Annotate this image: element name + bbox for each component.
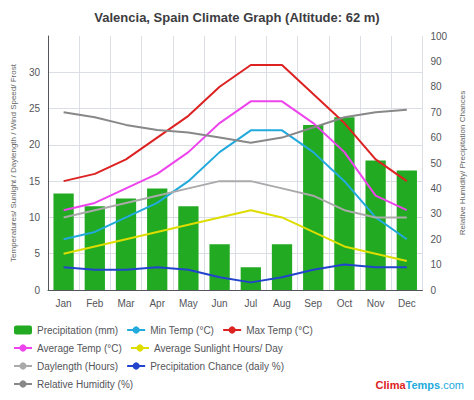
svg-text:30: 30: [430, 208, 442, 219]
svg-text:Min Temp (°C): Min Temp (°C): [150, 325, 214, 336]
svg-text:5: 5: [34, 248, 40, 259]
svg-text:Apr: Apr: [149, 298, 165, 309]
svg-text:Jun: Jun: [212, 298, 228, 309]
svg-text:Relative Humidity (%): Relative Humidity (%): [37, 379, 133, 390]
svg-text:80: 80: [430, 81, 442, 92]
svg-text:Clima: Clima: [376, 379, 407, 391]
svg-text:Mar: Mar: [117, 298, 135, 309]
svg-text:90: 90: [430, 56, 442, 67]
svg-text:Aug: Aug: [273, 298, 291, 309]
svg-text:Sep: Sep: [304, 298, 322, 309]
svg-text:40: 40: [430, 183, 442, 194]
svg-text:Average Sunlight Hours/ Day: Average Sunlight Hours/ Day: [154, 343, 283, 354]
svg-text:50: 50: [430, 158, 442, 169]
svg-text:0: 0: [430, 285, 436, 296]
svg-text:70: 70: [430, 107, 442, 118]
svg-text:20: 20: [29, 139, 41, 150]
svg-text:Valencia, Spain Climate Graph: Valencia, Spain Climate Graph (Altitude:…: [94, 10, 379, 25]
svg-text:20: 20: [430, 234, 442, 245]
svg-text:Max Temp (°C): Max Temp (°C): [246, 325, 313, 336]
svg-text:Jul: Jul: [244, 298, 257, 309]
svg-text:25: 25: [29, 103, 41, 114]
svg-text:.com: .com: [440, 379, 464, 391]
svg-text:30: 30: [29, 67, 41, 78]
svg-text:May: May: [179, 298, 198, 309]
svg-text:100: 100: [430, 31, 447, 42]
svg-text:Nov: Nov: [367, 298, 385, 309]
svg-text:Relative Humidity/ Precipitati: Relative Humidity/ Precipitation Chances: [458, 91, 467, 236]
svg-text:Precipitation Chance (daily %): Precipitation Chance (daily %): [150, 361, 284, 372]
svg-text:Oct: Oct: [337, 298, 353, 309]
svg-text:0: 0: [34, 285, 40, 296]
svg-text:10: 10: [430, 259, 442, 270]
svg-text:Jan: Jan: [56, 298, 72, 309]
svg-text:Average Temp (°C): Average Temp (°C): [37, 343, 122, 354]
svg-text:10: 10: [29, 212, 41, 223]
svg-text:Temps: Temps: [406, 379, 441, 391]
svg-text:60: 60: [430, 132, 442, 143]
svg-text:Daylength (Hours): Daylength (Hours): [37, 361, 118, 372]
svg-text:Feb: Feb: [86, 298, 104, 309]
svg-text:Temperatures/ Sunlight / Dayle: Temperatures/ Sunlight / Daylength / Win…: [9, 63, 18, 262]
svg-text:15: 15: [29, 176, 41, 187]
svg-text:Dec: Dec: [398, 298, 416, 309]
svg-text:Precipitation (mm): Precipitation (mm): [37, 325, 118, 336]
